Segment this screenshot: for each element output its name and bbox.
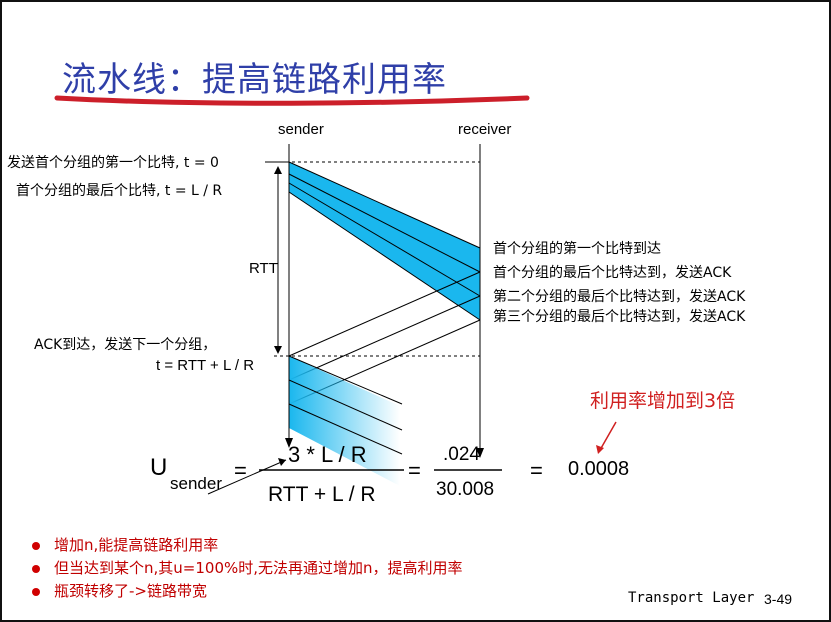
callout-arrow <box>599 421 617 451</box>
slide-title: 流水线：提高链路利用率 <box>62 60 447 100</box>
list-item: 增加n,能提高链路利用率 <box>32 534 463 557</box>
annotation-first-bit: 发送首个分组的第一个比特, t = 0 <box>7 155 219 171</box>
ack-line-1 <box>288 271 481 357</box>
annotation-rtt: RTT <box>249 260 278 277</box>
ack-line-2 <box>288 295 481 381</box>
receiver-label: receiver <box>458 121 512 138</box>
packet-line-2 <box>288 182 481 297</box>
formula-eq-3: = <box>530 458 543 483</box>
formula-pointer <box>207 459 287 495</box>
formula-num-2: .024 <box>443 444 480 465</box>
formula-u: U <box>150 454 168 481</box>
bullet-list: 增加n,能提高链路利用率 但当达到某个n,其u=100%时,无法再通过增加n，提… <box>32 534 463 603</box>
packet-band-next <box>289 356 400 486</box>
bullet-icon <box>32 587 40 596</box>
formula-u-sub: sender <box>170 474 222 493</box>
packet-line-1 <box>288 173 481 273</box>
list-item: 瓶颈转移了->链路带宽 <box>32 580 463 603</box>
formula-numerator: 3 * L / R <box>288 442 367 467</box>
annotation-right-1: 首个分组的第一个比特到达 <box>493 241 661 257</box>
sender-arrow-head <box>285 438 293 448</box>
packet-band-1 <box>289 162 480 320</box>
annotation-right-3: 第二个分组的最后个比特达到，发送ACK <box>493 289 746 305</box>
formula-eq-2: = <box>408 458 421 483</box>
footer-section-title: Transport Layer <box>628 590 755 606</box>
annotation-right-2: 首个分组的最后个比特达到，发送ACK <box>493 265 732 281</box>
utilization-callout: 利用率增加到3倍 <box>590 390 736 412</box>
annotation-last-bit: 首个分组的最后个比特, t = L / R <box>16 183 223 199</box>
formula-eq-1: = <box>234 458 247 483</box>
bullet-icon <box>32 541 40 550</box>
sender-label: sender <box>278 121 324 138</box>
bullet-icon <box>32 564 40 573</box>
formula-den-2: 30.008 <box>436 479 495 500</box>
receiver-arrow-head <box>476 448 484 458</box>
annotation-right-4: 第三个分组的最后个比特达到，发送ACK <box>493 309 746 325</box>
formula-denominator: RTT + L / R <box>268 483 376 506</box>
annotation-ack-time: t = RTT + L / R <box>156 357 255 374</box>
footer-page-number: 3-49 <box>764 591 793 607</box>
title-underline <box>54 95 530 106</box>
list-item: 但当达到某个n,其u=100%时,无法再通过增加n，提高利用率 <box>32 557 463 580</box>
formula-result: 0.0008 <box>568 458 630 480</box>
annotation-ack-arrive: ACK到达，发送下一个分组， <box>34 337 217 353</box>
